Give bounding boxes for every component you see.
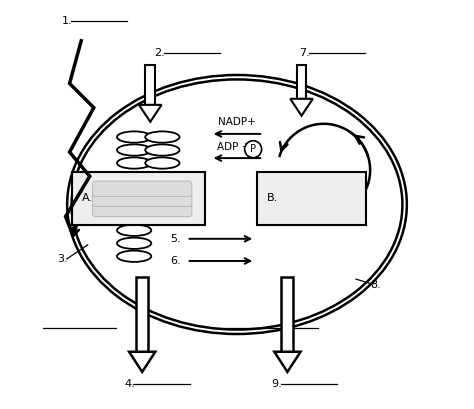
Bar <box>282 277 293 352</box>
Text: ADP +: ADP + <box>217 142 253 152</box>
Ellipse shape <box>145 144 180 156</box>
Bar <box>257 172 366 225</box>
Ellipse shape <box>117 131 151 143</box>
Bar <box>146 65 155 105</box>
Bar <box>72 172 205 225</box>
Circle shape <box>245 141 262 158</box>
Bar <box>136 277 148 352</box>
Ellipse shape <box>117 157 151 169</box>
Bar <box>297 65 306 99</box>
Polygon shape <box>139 105 162 122</box>
Text: 9.: 9. <box>271 379 282 389</box>
Ellipse shape <box>117 251 151 262</box>
Ellipse shape <box>117 211 151 223</box>
Polygon shape <box>290 99 313 116</box>
FancyBboxPatch shape <box>92 181 192 196</box>
Text: 4.: 4. <box>124 379 135 389</box>
FancyBboxPatch shape <box>92 201 192 217</box>
Ellipse shape <box>117 225 151 236</box>
Text: 1.: 1. <box>62 16 72 26</box>
Polygon shape <box>274 352 301 372</box>
Text: B.: B. <box>267 193 279 203</box>
Text: A.: A. <box>82 193 93 203</box>
Text: P: P <box>250 144 256 154</box>
Text: NADP+: NADP+ <box>218 117 256 127</box>
Text: 6.: 6. <box>171 256 181 266</box>
Text: 3.: 3. <box>57 254 68 264</box>
Ellipse shape <box>145 157 180 169</box>
Ellipse shape <box>117 238 151 249</box>
Text: 7.: 7. <box>300 48 310 58</box>
Text: 8.: 8. <box>370 280 381 290</box>
Ellipse shape <box>145 131 180 143</box>
Text: 5.: 5. <box>171 234 181 244</box>
Polygon shape <box>129 352 155 372</box>
Text: 2.: 2. <box>155 48 165 58</box>
FancyBboxPatch shape <box>92 191 192 207</box>
Ellipse shape <box>117 144 151 156</box>
